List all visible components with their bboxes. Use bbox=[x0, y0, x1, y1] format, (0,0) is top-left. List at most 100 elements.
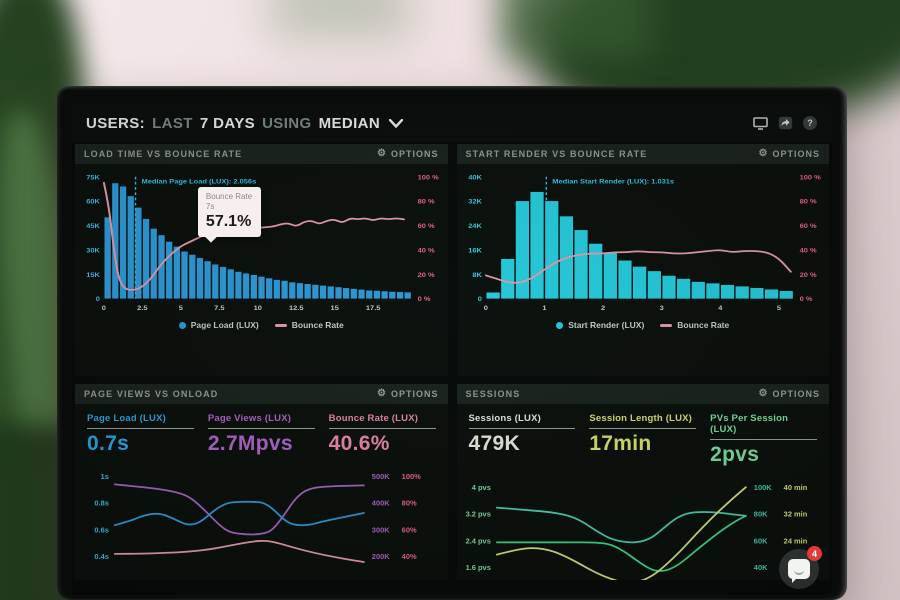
stat-value: 2pvs bbox=[710, 443, 760, 466]
legend-label: Start Render (LUX) bbox=[568, 320, 645, 330]
svg-text:60K: 60K bbox=[753, 536, 767, 545]
svg-text:3: 3 bbox=[659, 305, 663, 312]
stat-pvs-per-session: PVs Per Session (LUX) 2pvs bbox=[710, 413, 817, 467]
svg-text:32K: 32K bbox=[468, 199, 482, 206]
svg-text:20 %: 20 % bbox=[799, 272, 817, 279]
svg-text:4: 4 bbox=[718, 305, 722, 312]
panel-title: START RENDER VS BOUNCE RATE bbox=[465, 149, 648, 159]
gear-icon: ⚙ bbox=[377, 388, 387, 399]
chart-tooltip: Bounce Rate 7s 57.1% bbox=[197, 187, 262, 238]
tooltip-x-value: 7s bbox=[205, 202, 215, 212]
tooltip-series: Bounce Rate bbox=[205, 192, 253, 202]
stat-session-length: Session Length (LUX) 17min bbox=[589, 413, 697, 467]
svg-text:17.5: 17.5 bbox=[366, 305, 381, 312]
svg-text:32 min: 32 min bbox=[783, 510, 807, 519]
help-icon[interactable]: ? bbox=[802, 115, 818, 131]
options-label: OPTIONS bbox=[390, 149, 439, 159]
header-toolbar: ? bbox=[752, 115, 818, 131]
svg-text:5: 5 bbox=[179, 305, 183, 312]
chat-widget[interactable]: 4 bbox=[779, 546, 822, 589]
svg-text:2.4 pvs: 2.4 pvs bbox=[465, 536, 490, 545]
svg-text:12.5: 12.5 bbox=[289, 305, 304, 312]
stat-label: PVs Per Session (LUX) bbox=[710, 413, 789, 435]
svg-text:0: 0 bbox=[483, 305, 487, 312]
svg-text:7.5: 7.5 bbox=[214, 305, 224, 312]
svg-text:16K: 16K bbox=[468, 248, 482, 255]
svg-text:24 min: 24 min bbox=[783, 536, 807, 545]
start-render-chart[interactable]: 40K 32K 24K 16K 8K 0 100 % 80 % 60 % 40 % 20 % 0 % 0… bbox=[459, 168, 828, 316]
svg-text:40K: 40K bbox=[468, 175, 482, 182]
options-button[interactable]: ⚙ OPTIONS bbox=[377, 388, 438, 400]
panel-load-time-vs-bounce-rate: LOAD TIME VS BOUNCE RATE ⚙ OPTIONS 75K 60… bbox=[75, 144, 448, 376]
svg-text:15K: 15K bbox=[86, 272, 100, 279]
svg-text:400K: 400K bbox=[372, 499, 390, 508]
svg-text:0: 0 bbox=[477, 297, 481, 304]
stat-underline bbox=[87, 428, 194, 429]
stat-label: Page Load (LUX) bbox=[87, 413, 167, 424]
gear-icon: ⚙ bbox=[758, 388, 769, 399]
svg-text:24K: 24K bbox=[468, 223, 482, 230]
svg-text:40K: 40K bbox=[753, 563, 767, 572]
svg-text:80 %: 80 % bbox=[418, 199, 436, 206]
svg-text:0 %: 0 % bbox=[799, 297, 813, 304]
svg-text:0: 0 bbox=[102, 305, 106, 312]
sessions-chart[interactable]: 4 pvs 3.2 pvs 2.4 pvs 1.6 pvs 100K 40 min 80K 3… bbox=[459, 469, 828, 580]
svg-text:0 %: 0 % bbox=[418, 297, 432, 304]
laptop: USERS: LAST 7 DAYS USING MEDIAN bbox=[57, 86, 847, 600]
chart-legend: Page Load (LUX) Bounce Rate bbox=[77, 317, 446, 333]
options-label: OPTIONS bbox=[772, 149, 820, 159]
legend-label: Bounce Rate bbox=[677, 320, 730, 330]
svg-text:2: 2 bbox=[601, 305, 605, 312]
title-part: USERS: bbox=[86, 114, 146, 132]
options-button[interactable]: ⚙ OPTIONS bbox=[377, 149, 439, 160]
svg-text:80 %: 80 % bbox=[799, 199, 817, 206]
stat-value: 17min bbox=[589, 432, 652, 455]
legend-dot-icon bbox=[556, 321, 564, 329]
options-button[interactable]: ⚙ OPTIONS bbox=[758, 388, 820, 400]
dashboard-header: USERS: LAST 7 DAYS USING MEDIAN bbox=[72, 104, 832, 142]
stat-label: Session Length (LUX) bbox=[589, 413, 693, 424]
chevron-down-icon bbox=[389, 118, 404, 128]
users-filter-dropdown[interactable]: USERS: LAST 7 DAYS USING MEDIAN bbox=[86, 114, 404, 132]
svg-text:0: 0 bbox=[96, 297, 100, 304]
gear-icon: ⚙ bbox=[758, 148, 769, 159]
svg-text:4 pvs: 4 pvs bbox=[471, 483, 490, 492]
stat-value: 40.6% bbox=[328, 432, 390, 455]
options-button[interactable]: ⚙ OPTIONS bbox=[758, 148, 820, 160]
legend-label: Page Load (LUX) bbox=[190, 320, 259, 330]
panel-title: LOAD TIME VS BOUNCE RATE bbox=[84, 149, 243, 159]
svg-text:1.6 pvs: 1.6 pvs bbox=[465, 563, 490, 572]
svg-text:40%: 40% bbox=[402, 552, 417, 561]
stat-underline bbox=[589, 428, 697, 429]
title-part: MEDIAN bbox=[318, 114, 381, 132]
svg-text:20 %: 20 % bbox=[418, 272, 436, 279]
share-icon[interactable] bbox=[777, 115, 793, 131]
title-part: LAST bbox=[152, 114, 193, 132]
stat-page-views: Page Views (LUX) 2.7Mpvs bbox=[207, 413, 315, 456]
svg-text:40 %: 40 % bbox=[799, 248, 817, 255]
tooltip-value: 57.1% bbox=[205, 213, 252, 231]
display-icon[interactable] bbox=[752, 115, 768, 131]
svg-text:60%: 60% bbox=[402, 525, 417, 534]
panel-start-render-vs-bounce-rate: START RENDER VS BOUNCE RATE ⚙ OPTIONS 40… bbox=[456, 144, 829, 376]
svg-text:30K: 30K bbox=[86, 248, 100, 255]
svg-text:60K: 60K bbox=[86, 199, 100, 206]
svg-text:80K: 80K bbox=[753, 510, 767, 519]
page-views-onload-chart[interactable]: 1s 0.8s 0.6s 0.4s 500K 100% 400K 80% 300K 60% 200K… bbox=[77, 458, 446, 574]
svg-text:100%: 100% bbox=[402, 472, 421, 481]
svg-text:3.2 pvs: 3.2 pvs bbox=[465, 510, 490, 519]
plant-leaf bbox=[270, 0, 410, 40]
panel-title: PAGE VIEWS VS ONLOAD bbox=[84, 389, 219, 399]
stat-value: 0.7s bbox=[87, 432, 130, 455]
svg-text:Median Page Load (LUX): 2.056s: Median Page Load (LUX): 2.056s bbox=[142, 179, 257, 186]
stat-label: Bounce Rate (LUX) bbox=[328, 413, 419, 424]
title-part: USING bbox=[262, 114, 312, 132]
load-time-chart[interactable]: 75K 60K 45K 30K 15K 0 100 % 80 % 60 % 40 % 20 % 0 %… bbox=[77, 168, 446, 316]
stat-underline bbox=[710, 439, 817, 440]
svg-text:60 %: 60 % bbox=[799, 223, 817, 230]
panel-grid: LOAD TIME VS BOUNCE RATE ⚙ OPTIONS 75K 60… bbox=[72, 142, 832, 580]
stat-value: 2.7Mpvs bbox=[207, 432, 293, 455]
stat-underline bbox=[207, 428, 315, 429]
svg-text:40 min: 40 min bbox=[783, 483, 807, 492]
svg-text:500K: 500K bbox=[372, 472, 390, 481]
